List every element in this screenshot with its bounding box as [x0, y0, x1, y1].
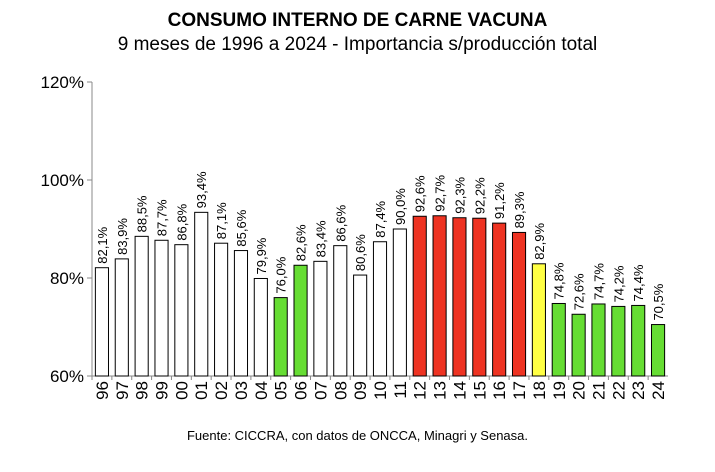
- x-tick-label: 03: [232, 381, 251, 400]
- bar: [134, 235, 149, 377]
- bar: [333, 245, 348, 377]
- data-label: 82,1%: [95, 226, 110, 263]
- chart-source: Fuente: CICCRA, con datos de ONCCA, Mina…: [186, 428, 529, 443]
- bar: [392, 228, 407, 377]
- bar: [531, 263, 546, 377]
- bar: [412, 215, 427, 377]
- x-tick-label: 00: [172, 381, 191, 400]
- bar: [611, 305, 626, 377]
- bar: [651, 324, 666, 377]
- x-tick-label: 22: [609, 381, 628, 400]
- x-tick-label: 15: [470, 381, 489, 400]
- bar: [233, 250, 249, 377]
- y-tick-label: 60%: [50, 367, 84, 386]
- x-tick-label: 99: [153, 381, 172, 400]
- data-label: 86,6%: [333, 204, 348, 241]
- x-tick-label: 05: [272, 381, 291, 400]
- bar: [571, 313, 586, 377]
- bar: [253, 277, 268, 377]
- data-label: 87,7%: [155, 199, 170, 236]
- bar: [114, 258, 129, 377]
- x-tick-label: 23: [629, 381, 648, 400]
- x-tick-label: 06: [292, 381, 311, 400]
- y-tick-label: 100%: [41, 171, 84, 190]
- x-tick-label: 14: [450, 381, 469, 400]
- bar: [511, 231, 527, 377]
- bar: [154, 239, 169, 377]
- x-tick-label: 01: [192, 381, 211, 400]
- x-tick-label: 97: [113, 381, 132, 400]
- data-label: 74,7%: [591, 263, 606, 300]
- data-label: 88,5%: [135, 195, 150, 232]
- bar: [452, 217, 467, 377]
- bar: [293, 264, 308, 377]
- data-label: 93,4%: [194, 171, 209, 208]
- bar: [313, 260, 328, 377]
- bar: [174, 244, 189, 377]
- x-tick-label: 07: [311, 381, 330, 400]
- data-label: 89,3%: [512, 191, 527, 228]
- bar: [194, 211, 209, 377]
- bar: [273, 297, 288, 377]
- data-label: 74,2%: [611, 265, 626, 302]
- data-label: 79,9%: [254, 237, 269, 274]
- y-tick-label: 120%: [41, 73, 84, 92]
- bar: [372, 241, 388, 377]
- data-label: 90,0%: [393, 188, 408, 225]
- data-label: 80,6%: [353, 234, 368, 271]
- x-tick-label: 98: [133, 381, 152, 400]
- x-tick-label: 19: [550, 381, 569, 400]
- bar: [214, 242, 229, 377]
- data-label: 92,3%: [452, 176, 467, 213]
- bar: [551, 302, 566, 377]
- bar: [492, 222, 507, 377]
- x-tick-label: 11: [391, 381, 410, 399]
- data-label: 83,4%: [313, 220, 328, 257]
- x-tick-label: 02: [212, 381, 231, 400]
- data-label: 92,2%: [472, 177, 487, 214]
- x-tick-label: 96: [93, 381, 112, 400]
- data-label: 82,6%: [294, 224, 309, 261]
- x-tick-label: 24: [649, 381, 668, 400]
- x-tick-label: 18: [530, 381, 549, 400]
- data-label: 86,8%: [174, 203, 189, 240]
- bar: [353, 274, 368, 377]
- x-tick-label: 20: [570, 381, 589, 400]
- data-label: 76,0%: [274, 256, 289, 293]
- bar: [432, 215, 447, 377]
- bar: [591, 303, 606, 377]
- data-label: 74,4%: [631, 264, 646, 301]
- chart-title: CONSUMO INTERNO DE CARNE VACUNA: [167, 10, 548, 31]
- data-label: 87,4%: [373, 200, 388, 237]
- data-label: 72,6%: [572, 273, 587, 310]
- x-tick-label: 17: [510, 381, 529, 400]
- x-tick-label: 21: [589, 381, 608, 400]
- data-label: 74,8%: [552, 262, 567, 299]
- bar: [472, 217, 487, 377]
- bar: [94, 267, 109, 377]
- x-tick-label: 08: [331, 381, 350, 400]
- data-label: 85,6%: [234, 209, 249, 246]
- x-tick-label: 16: [490, 381, 509, 400]
- data-label: 92,6%: [413, 175, 428, 212]
- data-label: 70,5%: [651, 283, 666, 320]
- x-tick-label: 12: [411, 381, 430, 400]
- x-tick-label: 13: [431, 381, 450, 400]
- bar: [631, 304, 646, 377]
- y-tick-label: 80%: [50, 269, 84, 288]
- x-tick-label: 10: [371, 381, 390, 400]
- x-tick-label: 09: [351, 381, 370, 400]
- data-label: 87,1%: [214, 202, 229, 239]
- data-label: 91,2%: [492, 182, 507, 219]
- data-label: 82,9%: [532, 222, 547, 259]
- data-label: 83,9%: [115, 218, 130, 255]
- x-tick-label: 04: [252, 381, 271, 400]
- data-label: 92,7%: [433, 174, 448, 211]
- chart-subtitle: 9 meses de 1996 a 2024 - Importancia s/p…: [117, 34, 598, 55]
